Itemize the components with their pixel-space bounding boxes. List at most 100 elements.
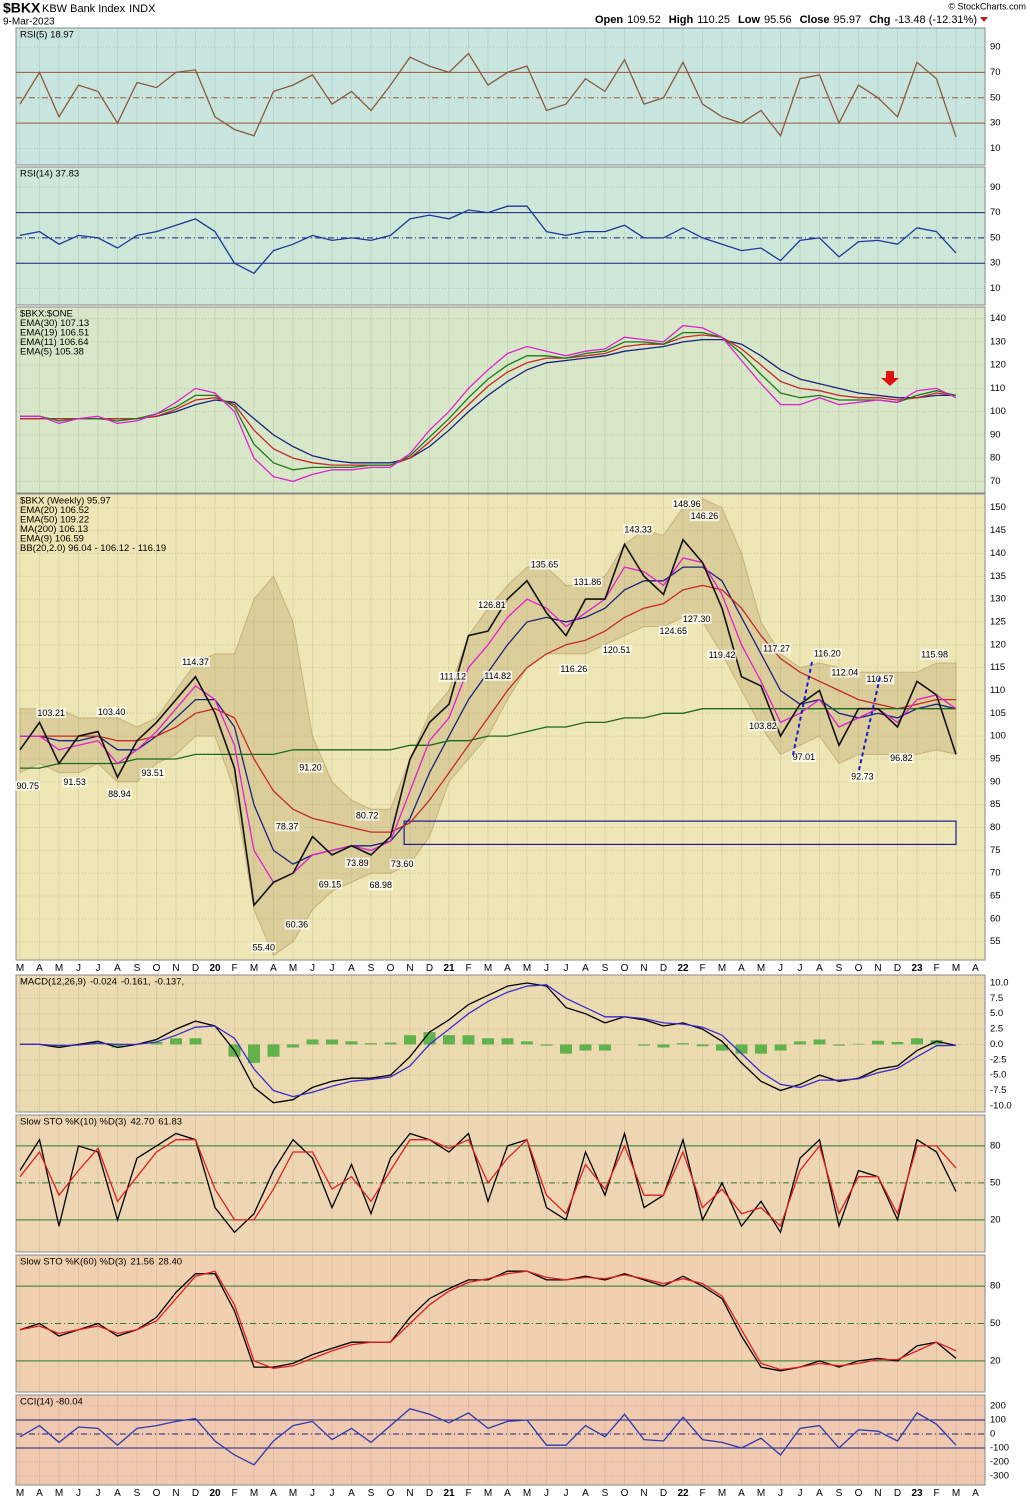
quote-value: 95.97 (834, 14, 862, 26)
y-tick-label: 70 (990, 67, 1001, 78)
price-annotation: 112.04 (831, 668, 858, 678)
x-tick-label: N (640, 1488, 647, 1499)
histogram-bar (657, 1044, 670, 1048)
y-tick-label: 10 (990, 283, 1001, 294)
x-tick-label: D (894, 963, 901, 974)
x-tick-label: 22 (677, 1488, 689, 1499)
price-annotation: 68.98 (369, 880, 392, 890)
y-tick-label: 20 (990, 1355, 1001, 1366)
x-tick-label: A (738, 963, 745, 974)
annotation-background (707, 649, 737, 660)
x-tick-label: N (640, 963, 647, 974)
credit: © StockCharts.com (948, 1, 1026, 11)
histogram-bar (306, 1039, 319, 1045)
indicator-line (20, 334, 957, 466)
trend-line (858, 676, 881, 771)
y-tick-label: 130 (990, 594, 1006, 605)
x-tick-label: O (153, 963, 161, 974)
x-tick-label: F (933, 963, 939, 974)
x-tick-label: A (348, 1488, 355, 1499)
legend-entry: EMA(19) 106.51 (20, 328, 89, 339)
quote-label: Close (800, 14, 830, 26)
x-tick-label: M (523, 963, 531, 974)
x-tick-label: A (972, 1488, 979, 1499)
annotation-background (345, 857, 370, 868)
legend-entry: EMA(9) 106.59 (20, 534, 84, 545)
annotation-background (572, 576, 603, 587)
annotation-background (920, 649, 949, 660)
legend-entry: -0.161, (121, 977, 151, 988)
y-tick-label: 30 (990, 118, 1001, 129)
histogram-bar (891, 1041, 904, 1045)
histogram-bar (677, 1043, 689, 1045)
quote-label: High (669, 14, 694, 26)
x-tick-label: M (289, 963, 297, 974)
y-tick-label: 140 (990, 548, 1006, 559)
annotation-background (850, 771, 875, 782)
y-tick-label: 85 (990, 799, 1001, 810)
indicator-line (20, 584, 956, 833)
bollinger-band (19, 498, 957, 957)
legend-entry: 21.56 (130, 1257, 154, 1268)
y-tick-label: 2.5 (990, 1024, 1003, 1035)
annotation-background (274, 821, 300, 832)
symbol: $BKX (3, 0, 41, 16)
histogram-bar (638, 1044, 650, 1046)
x-tick-label: F (933, 1488, 939, 1499)
indicator-line (20, 708, 956, 769)
x-tick-label: M (952, 1488, 960, 1499)
y-tick-label: 70 (990, 868, 1001, 879)
price-annotation: 117.27 (763, 644, 790, 654)
index-name-text: KBW Bank Index (42, 3, 126, 15)
price-annotation: 116.26 (560, 664, 587, 674)
annotation-background (689, 511, 720, 522)
histogram-bar (852, 1043, 865, 1045)
annotation-background (15, 780, 41, 791)
x-tick-label: O (855, 963, 863, 974)
histogram-bar (170, 1038, 182, 1045)
indicator-line (20, 338, 956, 464)
annotation-background (791, 752, 817, 763)
y-tick-label: -100 (990, 1443, 1009, 1454)
y-tick-label: 105 (990, 708, 1006, 719)
x-tick-label: M (718, 1488, 726, 1499)
indicator-line (19, 205, 957, 275)
quote-value: 95.56 (764, 14, 792, 26)
y-tick-label: 145 (990, 525, 1006, 536)
indicator-line (20, 982, 957, 1104)
quote-label: Low (738, 14, 760, 26)
y-tick-label: 7.5 (990, 993, 1003, 1004)
y-tick-label: 110 (990, 383, 1005, 394)
annotation-background (623, 524, 653, 535)
annotation-background (748, 721, 778, 732)
legend-entry: 42.70 (130, 1117, 154, 1128)
x-tick-label: M (484, 963, 492, 974)
histogram-bar (716, 1044, 728, 1051)
price-annotation: 88.94 (108, 789, 131, 799)
x-tick-label: A (504, 963, 511, 974)
x-tick-label: 21 (443, 963, 455, 974)
x-tick-label: M (523, 1488, 531, 1499)
price-annotation: 55.40 (252, 942, 275, 952)
annotation-background (62, 777, 87, 788)
legend-entry: $BKX (Weekly) 95.97 (20, 496, 111, 507)
histogram-bar (813, 1039, 826, 1045)
histogram-bar (267, 1044, 280, 1057)
x-tick-label: A (36, 963, 43, 974)
histogram-bar (735, 1044, 748, 1054)
indicator-line (20, 984, 957, 1098)
x-tick-label: J (798, 1488, 803, 1499)
exchange: INDX (129, 3, 156, 15)
price-annotation: 111.12 (440, 672, 466, 682)
x-tick-label: 21 (443, 1488, 455, 1499)
y-tick-label: 150 (990, 502, 1006, 513)
annotation-background (830, 667, 860, 678)
quote-value: 109.52 (627, 14, 661, 26)
histogram-bar (579, 1044, 592, 1051)
price-annotation: 73.60 (391, 859, 414, 869)
time-axis-background (0, 960, 1030, 975)
y-tick-label: 90 (990, 776, 1001, 787)
price-annotation: 90.75 (17, 781, 40, 791)
x-tick-label: D (894, 1488, 901, 1499)
price-annotation: 103.21 (37, 708, 65, 718)
